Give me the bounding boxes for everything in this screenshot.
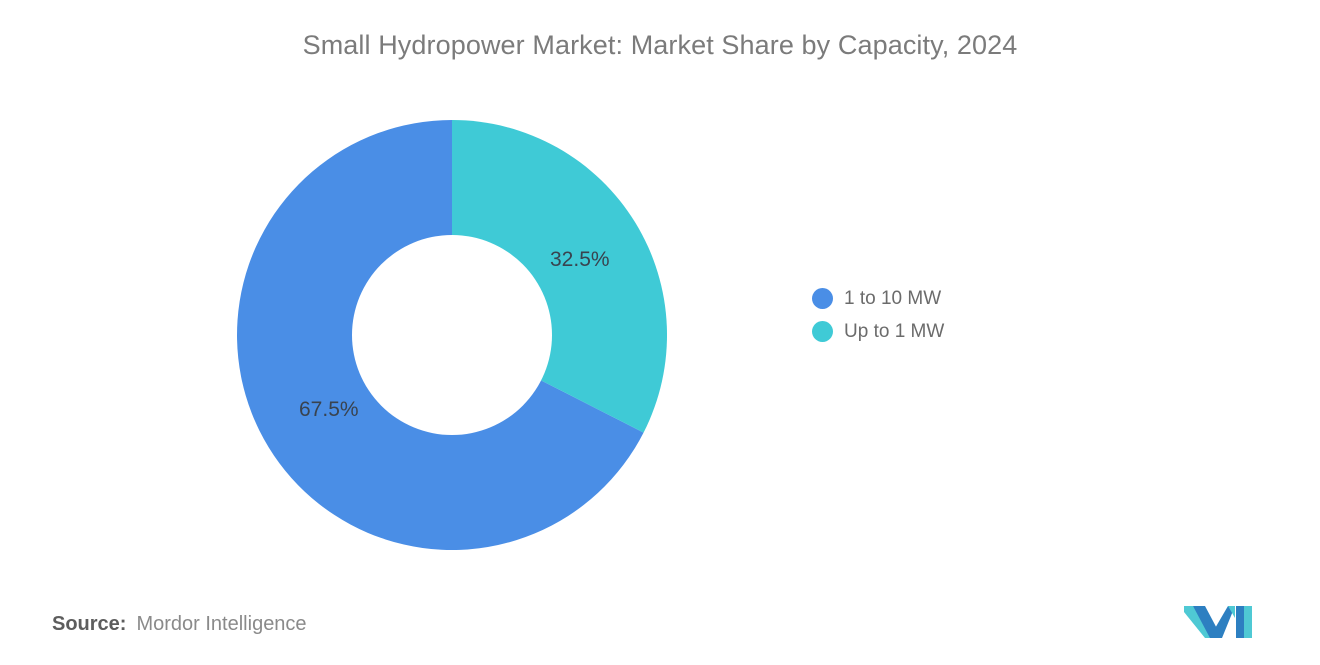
source-attribution: Source: Mordor Intelligence — [52, 613, 307, 636]
donut-hole — [352, 235, 552, 435]
source-value: Mordor Intelligence — [136, 613, 307, 635]
legend-swatch-icon-1-to-10-mw — [812, 288, 833, 309]
source-label: Source: — [52, 613, 127, 635]
donut-chart: 32.5% 67.5% — [237, 120, 667, 550]
legend-item-up-to-1-mw[interactable]: Up to 1 MW — [812, 315, 944, 348]
legend-label-up-to-1-mw: Up to 1 MW — [844, 321, 945, 342]
legend-label-1-to-10-mw: 1 to 10 MW — [844, 288, 942, 309]
legend-item-1-to-10-mw[interactable]: 1 to 10 MW — [812, 282, 944, 315]
legend-swatch-icon-up-to-1-mw — [812, 321, 833, 342]
chart-legend: 1 to 10 MW Up to 1 MW — [812, 282, 944, 348]
donut-chart-svg — [237, 120, 667, 550]
page-title: Small Hydropower Market: Market Share by… — [302, 30, 1018, 60]
logo-svg — [1184, 606, 1252, 638]
slice-label-1-to-10-mw: 67.5% — [299, 398, 359, 421]
slice-label-up-to-1-mw: 32.5% — [550, 248, 610, 271]
mordor-intelligence-logo-icon — [1184, 600, 1252, 638]
